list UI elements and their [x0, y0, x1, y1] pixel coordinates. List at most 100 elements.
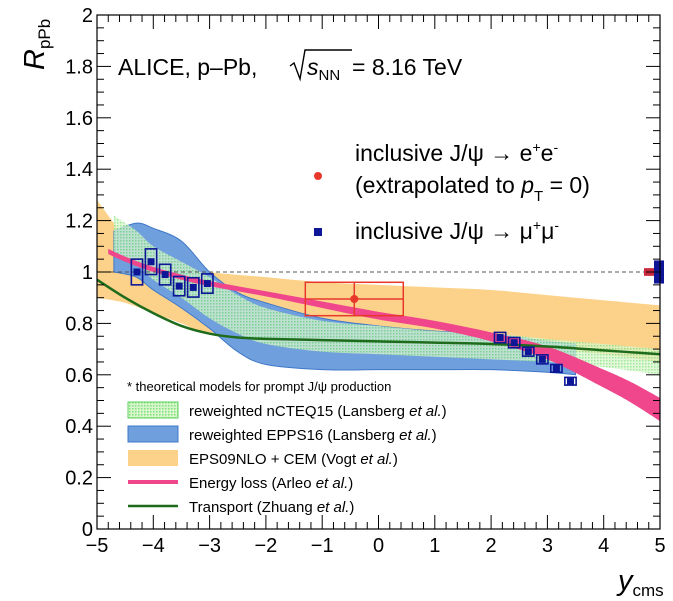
x-tick-label: −5 — [86, 535, 109, 557]
y-tick-label: 2 — [82, 5, 93, 27]
muon-sys-box — [564, 376, 577, 386]
model-legend-note: * theoretical models for prompt J/ψ prod… — [127, 379, 391, 394]
legend-muon-mid: μ — [541, 218, 554, 244]
x-tick-label: 1 — [429, 535, 440, 557]
legend-muon-marker — [314, 228, 322, 236]
legend-energy-loss-it: et al. — [316, 475, 349, 492]
axis-ticks: −5 −4 −3 −2 −1 0 1 2 3 4 5 0 0.2 0.4 0.6 0.8 1 1.2 1.4 1.6 1… — [65, 5, 665, 557]
svg-text:reweighted EPPS16 (Lansberg et: reweighted EPPS16 (Lansberg et al.) — [189, 427, 437, 444]
y-axis-title-main: R — [19, 49, 51, 70]
legend-energy-loss-pre: Energy loss (Arleo — [189, 475, 316, 492]
energy-text: = 8.16 TeV — [352, 54, 463, 80]
sqrt-s-sub: NN — [319, 67, 341, 84]
y-tick-label: 1.6 — [65, 108, 93, 130]
experiment-label: ALICE, p–Pb, sNN = 8.16 TeV — [118, 49, 463, 84]
svg-text:(extrapolated to pT = 0): (extrapolated to pT = 0) — [355, 172, 590, 205]
sqrt-symbol — [289, 49, 352, 82]
y-tick-label: 1 — [82, 262, 93, 284]
x-tick-label: −3 — [198, 535, 221, 557]
legend-epps-it: et al. — [399, 427, 432, 444]
svg-text:sNN: sNN — [307, 54, 340, 84]
muon-sys-box — [507, 336, 521, 349]
legend-transport-post: ) — [349, 499, 354, 516]
svg-text:Energy loss (Arleo et al.): Energy loss (Arleo et al.) — [189, 475, 353, 492]
legend-ncteq-it: et al. — [409, 403, 442, 420]
muon-sys-box — [535, 354, 549, 365]
data-legend: inclusive J/ψ → e+e- (extrapolated to pT… — [314, 139, 590, 244]
muon-sys-box — [158, 263, 172, 286]
svg-text:= 8.16 TeV: = 8.16 TeV — [352, 54, 463, 80]
x-tick-label: 4 — [598, 535, 609, 557]
legend-transport-it: et al. — [317, 499, 350, 516]
y-tick-label: 0.6 — [65, 365, 93, 387]
muon-point — [189, 283, 197, 291]
y-axis-title: RpPb — [19, 19, 54, 70]
x-axis-title-main: y — [616, 565, 634, 597]
legend-muon-text: inclusive J/ψ → μ — [355, 218, 533, 244]
muon-point — [147, 258, 155, 266]
muon-point — [133, 268, 141, 276]
electron-point — [350, 294, 359, 303]
x-axis-title: ycms — [616, 565, 664, 600]
legend-energy-loss-post: ) — [348, 475, 353, 492]
legend-eps09-pre: EPS09NLO + CEM (Vogt — [189, 451, 360, 468]
muon-point — [175, 282, 183, 290]
muon-sys-box — [200, 273, 214, 295]
legend-swatch-ncteq — [127, 401, 179, 419]
band-ncteq15 — [113, 215, 660, 375]
legend-electron-text: inclusive J/ψ → e — [355, 140, 532, 166]
y-tick-label: 1.8 — [65, 56, 93, 78]
svg-text:EPS09NLO + CEM (Vogt et al.): EPS09NLO + CEM (Vogt et al.) — [189, 451, 398, 468]
legend-electron-sup1: + — [532, 139, 540, 155]
x-tick-label: 2 — [486, 535, 497, 557]
x-axis-title-sub: cms — [633, 581, 664, 600]
theory-bands — [97, 200, 660, 422]
legend-swatch-epps — [127, 425, 179, 443]
x-tick-label: 3 — [542, 535, 553, 557]
svg-text:inclusive J/ψ → μ+μ-: inclusive J/ψ → μ+μ- — [355, 217, 559, 244]
legend-muon-sup2: - — [554, 217, 559, 233]
legend-eps09-post: ) — [393, 451, 398, 468]
muon-point — [203, 280, 211, 288]
model-legend: * theoretical models for prompt J/ψ prod… — [127, 379, 447, 516]
legend-epps-pre: reweighted EPPS16 (Lansberg — [189, 427, 399, 444]
muon-point — [538, 355, 546, 363]
muon-point — [566, 377, 574, 385]
x-tick-label: −4 — [142, 535, 165, 557]
svg-text:reweighted nCTEQ15 (Lansberg e: reweighted nCTEQ15 (Lansberg et al.) — [189, 403, 447, 420]
x-tick-label: −1 — [311, 535, 334, 557]
y-tick-label: 0.2 — [65, 468, 93, 490]
legend-muon-sup1: + — [533, 217, 541, 233]
svg-text:inclusive J/ψ → e+e-: inclusive J/ψ → e+e- — [355, 139, 558, 166]
y-tick-label: 0.8 — [65, 313, 93, 335]
y-tick-label: 0.4 — [65, 416, 93, 438]
band-energy-loss — [108, 248, 660, 422]
muon-sys-box — [172, 275, 186, 297]
y-axis-title-sub: pPb — [35, 19, 54, 49]
y-tick-label: 0 — [82, 519, 93, 541]
legend-swatch-eps09 — [128, 450, 178, 466]
legend-ncteq-post: ) — [442, 403, 447, 420]
legend-electron-mid: e — [541, 140, 554, 166]
sqrt-s-main: s — [307, 54, 319, 80]
y-tick-label: 1.4 — [65, 159, 93, 181]
curve-transport — [97, 278, 660, 356]
legend-extrapolated-sub: T — [534, 188, 543, 205]
muon-sys-box — [521, 346, 535, 357]
x-tick-label: 0 — [373, 535, 384, 557]
legend-extrapolated-p: p — [520, 172, 534, 198]
legend-transport-pre: Transport (Zhuang — [189, 499, 317, 516]
muon-point — [161, 271, 169, 279]
x-tick-label: −2 — [254, 535, 277, 557]
muon-sys-box — [549, 363, 563, 374]
legend-electron-marker — [314, 172, 322, 180]
muon-sys-box — [130, 258, 144, 286]
legend-ncteq-pre: reweighted nCTEQ15 (Lansberg — [189, 403, 409, 420]
muon-sys-box — [493, 331, 507, 344]
legend-extrapolated-pre: (extrapolated to — [355, 172, 521, 198]
legend-electron-sup2: - — [553, 139, 558, 155]
svg-text:ALICE, p–Pb,: ALICE, p–Pb, — [118, 54, 257, 80]
muon-sys-box — [144, 248, 158, 276]
legend-extrapolated-post: = 0) — [543, 172, 590, 198]
svg-text:Transport (Zhuang et al.): Transport (Zhuang et al.) — [189, 499, 354, 516]
